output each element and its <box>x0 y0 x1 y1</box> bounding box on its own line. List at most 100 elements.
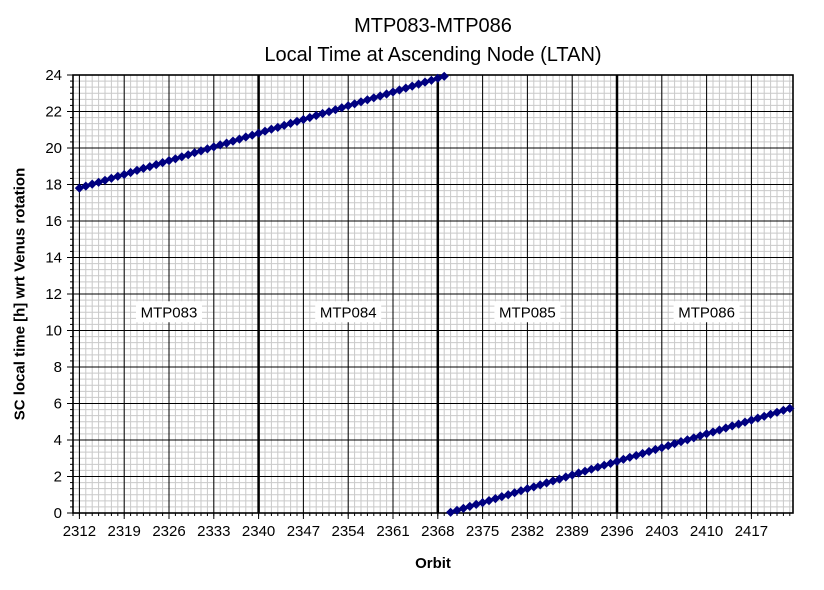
x-tick-label: 2347 <box>287 523 320 540</box>
x-tick-label: 2333 <box>197 523 230 540</box>
data-point-marker <box>727 421 737 431</box>
y-tick-label: 18 <box>45 177 62 194</box>
data-point-marker <box>503 490 513 500</box>
y-axis-title: SC local time [h] wrt Venus rotation <box>11 167 29 421</box>
data-point-marker <box>625 452 635 462</box>
x-tick-label: 2326 <box>152 523 185 540</box>
y-tick-label: 12 <box>45 286 62 303</box>
data-point-marker <box>337 103 347 113</box>
x-tick-label: 2354 <box>332 523 365 540</box>
data-point-marker <box>529 482 539 492</box>
x-tick-label: 2382 <box>511 523 544 540</box>
data-point-marker <box>414 79 424 89</box>
data-point-marker <box>266 124 276 134</box>
mtp-label-box <box>673 301 740 323</box>
data-point-marker <box>766 409 776 419</box>
x-tick-label: 2319 <box>108 523 141 540</box>
data-point-marker <box>689 433 699 443</box>
data-point-marker <box>554 474 564 484</box>
x-tick-label: 2340 <box>242 523 275 540</box>
x-tick-label: 2410 <box>690 523 723 540</box>
chart-title-block: MTP083-MTP086 Local Time at Ascending No… <box>73 12 793 70</box>
y-tick-label: 2 <box>54 469 62 486</box>
data-point-marker <box>286 118 296 128</box>
data-point-marker <box>535 480 545 490</box>
data-point-marker <box>350 99 360 109</box>
y-tick-label: 22 <box>45 104 62 121</box>
y-tick-label: 4 <box>54 432 62 449</box>
y-tick-label: 6 <box>54 396 62 413</box>
data-point-marker <box>561 472 571 482</box>
mtp-region-label: MTP084 <box>320 304 377 321</box>
data-point-marker <box>542 478 552 488</box>
data-point-marker <box>369 93 379 103</box>
x-tick-label: 2403 <box>645 523 678 540</box>
mtp-label-box <box>136 301 202 323</box>
data-point-marker <box>721 423 731 433</box>
data-point-marker <box>740 417 750 427</box>
data-point-marker <box>702 429 712 439</box>
mtp-region-label: MTP085 <box>499 304 556 321</box>
mtp-region-label: MTP083 <box>141 304 198 321</box>
y-tick-label: 20 <box>45 140 62 157</box>
x-tick-label: 2361 <box>376 523 409 540</box>
x-tick-label: 2368 <box>421 523 454 540</box>
data-point-marker <box>382 89 392 99</box>
data-point-marker <box>318 108 328 119</box>
data-point-marker <box>458 503 468 513</box>
y-tick-label: 10 <box>45 323 62 340</box>
x-tick-label: 2389 <box>556 523 589 540</box>
data-point-marker <box>362 95 372 105</box>
y-tick-label: 16 <box>45 213 62 230</box>
data-point-marker <box>311 110 321 121</box>
data-point-marker <box>657 443 667 453</box>
data-point-marker <box>478 498 488 508</box>
data-point-marker <box>394 85 404 95</box>
data-point-marker <box>612 456 622 466</box>
x-tick-label: 2375 <box>466 523 499 540</box>
chart-subtitle: Local Time at Ascending Node (LTAN) <box>264 44 602 66</box>
data-point-marker <box>241 132 251 142</box>
data-point-marker <box>254 128 264 138</box>
y-tick-label: 0 <box>54 505 62 522</box>
mtp-region-label: MTP086 <box>678 304 735 321</box>
data-point-marker <box>753 413 763 423</box>
y-tick-label: 14 <box>45 250 62 267</box>
data-point-marker <box>638 448 648 459</box>
data-point-marker <box>599 460 609 470</box>
data-point-marker <box>490 494 500 504</box>
data-point-marker <box>401 83 411 93</box>
data-point-marker <box>510 488 520 498</box>
data-point-marker <box>746 415 756 425</box>
data-point-marker <box>574 468 584 478</box>
data-point-marker <box>676 437 686 447</box>
data-point-marker <box>734 419 744 429</box>
mtp-label-box <box>494 301 561 323</box>
data-point-marker <box>305 112 315 123</box>
data-point-marker <box>606 458 616 468</box>
data-point-marker <box>471 499 481 509</box>
x-axis-title: Orbit <box>415 555 451 572</box>
data-point-marker <box>426 75 436 85</box>
y-tick-label: 24 <box>45 67 62 84</box>
mtp-label-box <box>315 301 382 323</box>
x-tick-label: 2312 <box>63 523 96 540</box>
data-point-marker <box>593 462 603 472</box>
data-point-marker <box>375 91 385 101</box>
data-point-marker <box>433 73 443 83</box>
y-tick-label: 8 <box>54 359 62 376</box>
data-point-marker <box>580 466 590 476</box>
data-point-marker <box>273 122 283 132</box>
x-tick-label: 2417 <box>735 523 768 540</box>
data-point-marker <box>497 492 507 502</box>
chart-title: MTP083-MTP086 <box>354 15 512 37</box>
data-point-marker <box>439 71 449 81</box>
data-point-marker <box>586 464 596 474</box>
x-tick-label: 2396 <box>600 523 633 540</box>
data-point-marker <box>330 105 340 115</box>
data-point-marker <box>516 486 526 496</box>
data-point-marker <box>465 501 475 511</box>
data-point-marker <box>522 484 532 494</box>
